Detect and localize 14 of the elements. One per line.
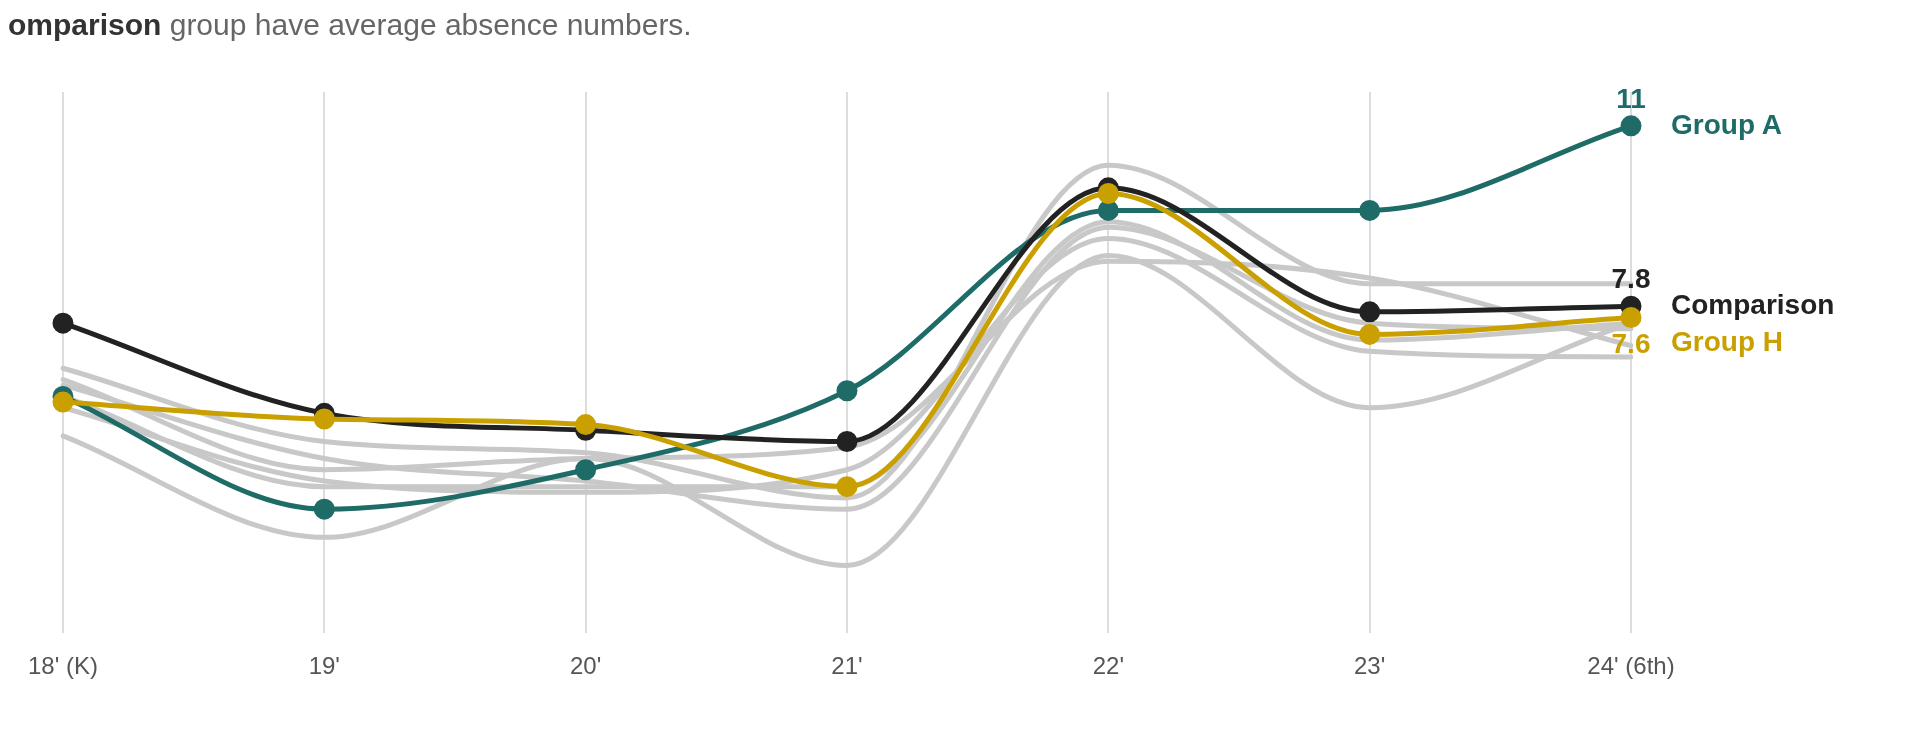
data-label: 7.8 bbox=[1611, 262, 1651, 294]
chart-subtitle: omparison group have average absence numbers. bbox=[8, 8, 692, 41]
x-tick-label: 20' bbox=[570, 652, 602, 680]
series-label: Comparison bbox=[1671, 288, 1835, 320]
series-label: Group H bbox=[1671, 326, 1783, 358]
x-tick-label: 18' (K) bbox=[28, 652, 98, 680]
data-label: 11 bbox=[1616, 82, 1646, 114]
series-label: Group A bbox=[1671, 108, 1782, 140]
x-tick-label: 24' (6th) bbox=[1587, 652, 1675, 680]
x-tick-label: 21' bbox=[831, 652, 863, 680]
x-tick-label: 19' bbox=[308, 652, 340, 680]
x-tick-label: 22' bbox=[1092, 652, 1124, 680]
x-tick-label: 23' bbox=[1354, 652, 1386, 680]
data-label: 7.6 bbox=[1611, 328, 1651, 360]
